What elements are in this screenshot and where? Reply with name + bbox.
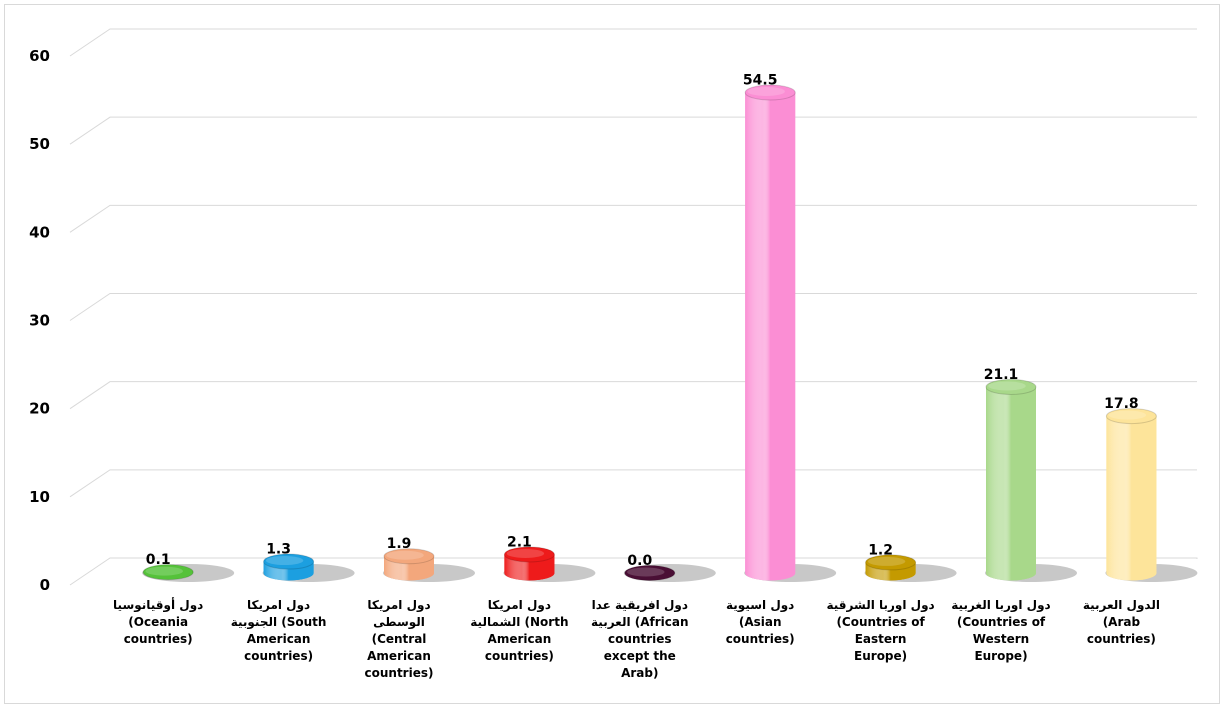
data-label: 1.3 bbox=[266, 542, 291, 558]
gridline bbox=[69, 293, 1197, 321]
bar bbox=[263, 553, 315, 581]
x-tick-label: الدول العربية (Arab countries) bbox=[1082, 598, 1160, 646]
bar bbox=[865, 554, 917, 581]
data-label: 1.9 bbox=[387, 536, 412, 552]
y-tick-label: 40 bbox=[29, 223, 50, 241]
y-tick-label: 50 bbox=[29, 135, 50, 153]
y-tick-label: 30 bbox=[29, 312, 50, 330]
x-tick-label: دول اوربا الشرقية (Countries of Eastern … bbox=[826, 598, 935, 663]
x-tick-label: دول امريكا الشمالية (North American coun… bbox=[470, 598, 569, 663]
bar bbox=[142, 564, 194, 581]
data-label: 1.2 bbox=[868, 542, 893, 558]
gridline bbox=[69, 116, 1197, 145]
chart-frame bbox=[4, 4, 1220, 704]
y-tick-label: 0 bbox=[40, 576, 50, 594]
y-tick-label: 60 bbox=[29, 47, 50, 65]
data-label: 21.1 bbox=[984, 367, 1019, 383]
x-tick-label: دول اوربا الغربية (Countries of Western … bbox=[951, 598, 1051, 663]
bar bbox=[624, 565, 676, 581]
data-label: 2.1 bbox=[507, 534, 532, 550]
x-tick-label: دول افريقية عدا العربية (African countri… bbox=[591, 598, 689, 680]
x-tick-label: دول امريكا الجنوبية (South American coun… bbox=[230, 598, 327, 663]
bar bbox=[503, 546, 555, 581]
gridline bbox=[69, 381, 1197, 410]
gridline bbox=[69, 469, 1197, 498]
data-label: 17.8 bbox=[1104, 396, 1139, 412]
x-tick-label: دول اسيوية (Asian countries) bbox=[725, 598, 795, 646]
bar bbox=[1105, 408, 1157, 581]
data-label: 0.1 bbox=[146, 552, 171, 568]
data-label: 54.5 bbox=[743, 72, 778, 88]
gridline bbox=[69, 28, 1197, 57]
bar bbox=[744, 84, 796, 581]
x-tick-label: دول أوقيانوسيا (Oceania countries) bbox=[113, 598, 204, 646]
gridline bbox=[69, 204, 1197, 233]
data-label: 0.0 bbox=[627, 553, 652, 569]
bar bbox=[383, 548, 435, 581]
x-tick-label: دول امريكا الوسطى (Central American coun… bbox=[364, 598, 434, 680]
floor-line bbox=[69, 557, 1198, 586]
bar bbox=[985, 378, 1037, 581]
y-tick-label: 10 bbox=[29, 488, 50, 506]
y-tick-label: 20 bbox=[29, 400, 50, 418]
